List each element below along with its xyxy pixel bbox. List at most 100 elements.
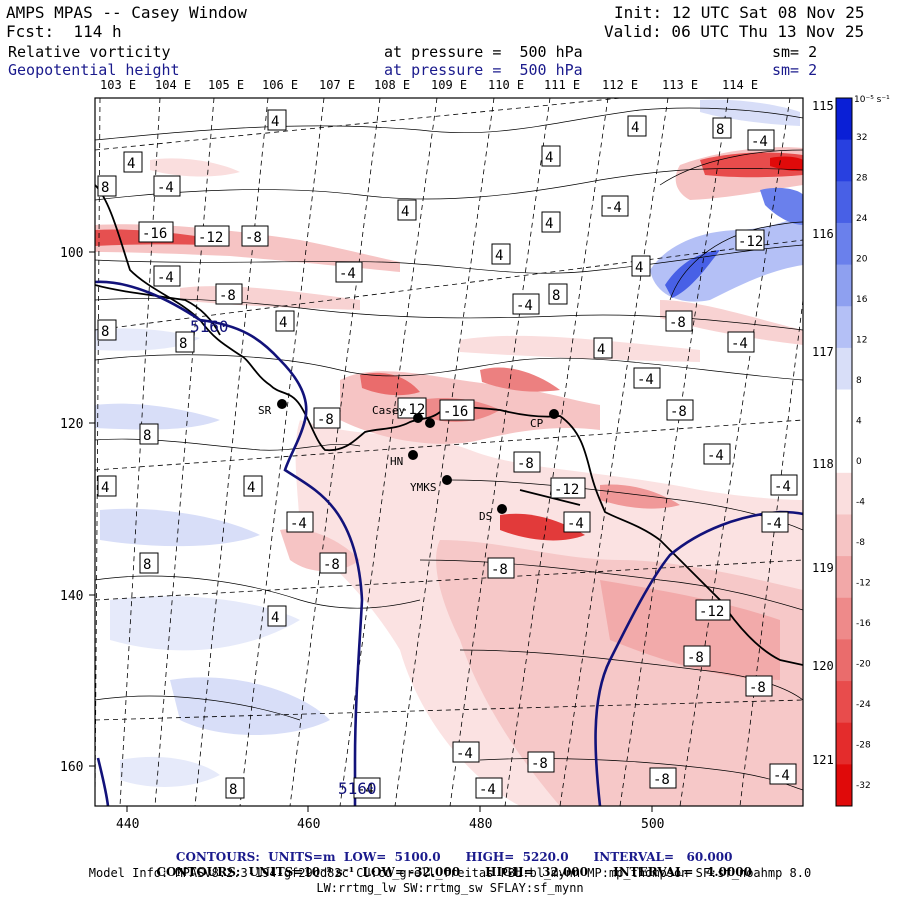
contour-label: -8 bbox=[313, 407, 341, 429]
svg-text:4: 4 bbox=[495, 248, 503, 264]
pressure-level-2: at pressure = 500 hPa bbox=[384, 61, 583, 79]
lon-label: 107 E bbox=[319, 78, 356, 92]
y-tick-label: 120 bbox=[60, 417, 83, 432]
footer-vort-high: HIGH= 32.000 bbox=[485, 865, 588, 879]
colorbar-label: -12 bbox=[856, 579, 871, 589]
station-marker[interactable] bbox=[408, 450, 418, 460]
contour-label: -8 bbox=[745, 675, 773, 697]
footer-height-high: HIGH= 5220.0 bbox=[465, 850, 569, 864]
station-marker[interactable] bbox=[277, 399, 287, 409]
svg-text:-4: -4 bbox=[157, 270, 174, 286]
svg-text:-8: -8 bbox=[687, 650, 704, 666]
station-label: DS bbox=[479, 510, 492, 523]
colorbar-label: 16 bbox=[856, 295, 868, 305]
svg-text:-4: -4 bbox=[479, 782, 496, 798]
contour-label: -8 bbox=[666, 399, 694, 421]
vort-core bbox=[770, 156, 803, 171]
contour-label: 4 bbox=[267, 605, 287, 627]
footer-physics: LW:rrtmg_lw SW:rrtmg_sw SFLAY:sf_mynn bbox=[316, 881, 584, 895]
contour-label: -4 bbox=[353, 777, 381, 799]
contour-label: -12 bbox=[735, 229, 765, 251]
colorbar-swatch bbox=[836, 722, 852, 765]
contour-label: -4 bbox=[761, 511, 789, 533]
contour-label: 4 bbox=[631, 255, 651, 277]
colorbar-unit: 10⁻⁵ s⁻¹ bbox=[854, 95, 890, 105]
contour-label: -4 bbox=[286, 511, 314, 533]
footer-vort-low: CONTOURS: UNITS=10⁻⁵ s⁻¹ LOW= -32.000 bbox=[156, 865, 461, 879]
svg-text:-16: -16 bbox=[142, 226, 167, 242]
x-tick-label: 440 bbox=[116, 817, 139, 832]
colorbar-label: -32 bbox=[856, 781, 871, 791]
svg-text:8: 8 bbox=[143, 557, 151, 573]
svg-text:-4: -4 bbox=[157, 180, 174, 196]
vort-core bbox=[600, 484, 680, 509]
svg-text:-8: -8 bbox=[749, 680, 766, 696]
svg-text:-8: -8 bbox=[670, 404, 687, 420]
station-marker[interactable] bbox=[497, 504, 507, 514]
colorbar-label: 4 bbox=[856, 417, 862, 427]
lon-label: 114 E bbox=[722, 78, 759, 92]
contour-label: -4 bbox=[153, 175, 181, 197]
station-marker[interactable] bbox=[413, 413, 423, 423]
footer-vort-interval: INTERVAL= 4.0000 bbox=[613, 865, 752, 879]
field-geopotential: Geopotential height bbox=[8, 61, 180, 79]
lon-label: 106 E bbox=[262, 78, 299, 92]
axis-ticks bbox=[89, 251, 653, 812]
colorbar-swatch bbox=[836, 222, 852, 266]
svg-text:8: 8 bbox=[229, 782, 237, 798]
colorbar: 32 28 24 20 16 12 8 4 0 -4 -8 -12 -16 -20 -24 -28 -32 10⁻… bbox=[835, 95, 890, 807]
contour-label: 8 bbox=[548, 283, 568, 305]
stations: SR Casey HN YMKS CP DS bbox=[258, 399, 559, 523]
height-label: 5160 bbox=[190, 317, 229, 336]
colorbar-label: -24 bbox=[856, 700, 871, 710]
colorbar-swatch bbox=[836, 389, 852, 432]
lon-label: 104 E bbox=[155, 78, 192, 92]
vort-core-blue bbox=[760, 187, 803, 225]
svg-text:-8: -8 bbox=[669, 315, 686, 331]
svg-text:4: 4 bbox=[279, 315, 287, 331]
station-label: SR bbox=[258, 404, 272, 417]
contour-label: -8 bbox=[527, 751, 555, 773]
colorbar-label: 28 bbox=[856, 174, 868, 184]
colorbar-label: -8 bbox=[856, 538, 865, 548]
contour-label: 4 bbox=[267, 109, 287, 131]
colorbar-swatch bbox=[836, 639, 852, 682]
svg-text:4: 4 bbox=[247, 480, 255, 496]
contour-label: 8 bbox=[175, 331, 195, 353]
svg-text:-4: -4 bbox=[637, 372, 654, 388]
contour-label: -8 bbox=[649, 767, 677, 789]
footer-height-interval: INTERVAL= 60.000 bbox=[593, 850, 733, 864]
station-marker[interactable] bbox=[549, 409, 559, 419]
svg-text:4: 4 bbox=[271, 114, 279, 130]
contour-label: -4 bbox=[703, 443, 731, 465]
svg-text:4: 4 bbox=[101, 480, 109, 496]
colorbar-label: 8 bbox=[856, 376, 862, 386]
contour-label: -4 bbox=[601, 195, 629, 217]
station-marker[interactable] bbox=[442, 475, 452, 485]
station-marker[interactable] bbox=[425, 418, 435, 428]
colorbar-swatch bbox=[836, 472, 852, 515]
x-tick-label: 480 bbox=[469, 817, 492, 832]
contour-label: 4 bbox=[397, 199, 417, 221]
svg-text:-4: -4 bbox=[339, 266, 356, 282]
colorbar-swatch bbox=[836, 347, 852, 391]
svg-text:-4: -4 bbox=[567, 516, 584, 532]
contour-label: -12 bbox=[194, 225, 230, 247]
height-label: 5160 bbox=[338, 779, 377, 798]
contour-label: 4 bbox=[627, 115, 647, 137]
contour-label: -12 bbox=[695, 599, 731, 621]
svg-text:-4: -4 bbox=[456, 746, 473, 762]
svg-text:8: 8 bbox=[143, 428, 151, 444]
contour-label: -8 bbox=[665, 310, 693, 332]
svg-text:-4: -4 bbox=[605, 200, 622, 216]
contour-label: 4 bbox=[97, 475, 117, 497]
colorbar-swatch bbox=[836, 764, 852, 807]
lon-label: 105 E bbox=[208, 78, 245, 92]
svg-text:4: 4 bbox=[545, 216, 553, 232]
colorbar-swatch bbox=[836, 681, 852, 724]
contour-label: -4 bbox=[770, 474, 798, 496]
svg-text:-4: -4 bbox=[516, 298, 533, 314]
svg-text:-4: -4 bbox=[707, 448, 724, 464]
contour-label: 8 bbox=[97, 319, 117, 341]
